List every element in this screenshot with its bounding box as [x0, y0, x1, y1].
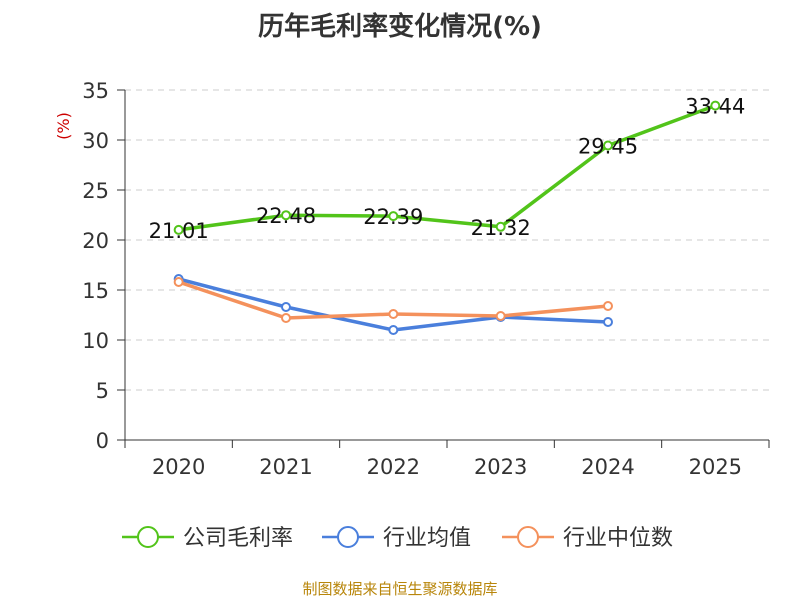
- data-point: [603, 301, 613, 311]
- legend-marker: [137, 526, 159, 548]
- data-label: 21.01: [149, 219, 209, 243]
- data-point: [388, 211, 399, 222]
- y-tick-label: 25: [82, 179, 109, 203]
- data-label: 29.45: [578, 135, 638, 159]
- data-point: [173, 224, 184, 235]
- data-point: [173, 277, 184, 287]
- legend-marker: [517, 526, 539, 548]
- data-point: [710, 100, 721, 111]
- data-point: [603, 317, 613, 327]
- y-tick-label: 5: [96, 379, 109, 403]
- y-tick-label: 0: [96, 429, 109, 453]
- data-point: [495, 221, 506, 232]
- x-tick-label: 2020: [152, 455, 205, 479]
- legend-label: 公司毛利率: [183, 526, 293, 551]
- data-point: [281, 210, 291, 221]
- legend-marker: [337, 526, 359, 548]
- data-point: [388, 325, 399, 335]
- y-tick-label: 20: [82, 229, 109, 253]
- y-tick-label: 30: [82, 129, 109, 153]
- data-point: [281, 313, 291, 323]
- y-tick-label: 10: [82, 329, 109, 353]
- data-point: [603, 140, 613, 151]
- y-tick-label: 35: [82, 79, 109, 103]
- legend-label: 行业均值: [383, 526, 471, 551]
- series-line: [178, 103, 716, 232]
- grid-lines: [125, 89, 769, 391]
- data-label: 22.39: [363, 205, 423, 229]
- x-tick-label: 2021: [259, 455, 312, 479]
- data-labels: 21.01 22.48 22.39 21.32 29.45 33.44: [149, 95, 746, 243]
- legend: 公司毛利率 行业均值 行业中位数: [122, 526, 673, 551]
- x-tick-label: 2022: [367, 455, 420, 479]
- data-label: 22.48: [256, 204, 316, 228]
- data-point: [281, 302, 291, 312]
- source-note: 制图数据来自恒生聚源数据库: [302, 580, 498, 598]
- data-label: 21.32: [471, 216, 531, 240]
- x-tick-label: 2023: [474, 455, 527, 479]
- chart-title: 历年毛利率变化情况(%): [258, 12, 542, 42]
- legend-label: 行业中位数: [563, 526, 673, 551]
- series-group: [173, 100, 721, 335]
- y-axis-label: (%): [54, 112, 73, 140]
- data-point: [495, 311, 506, 321]
- x-tick-label: 2025: [689, 455, 742, 479]
- data-label: 33.44: [685, 95, 745, 119]
- x-tick-label: 2024: [581, 455, 634, 479]
- y-tick-label: 15: [82, 279, 109, 303]
- data-point: [388, 309, 399, 319]
